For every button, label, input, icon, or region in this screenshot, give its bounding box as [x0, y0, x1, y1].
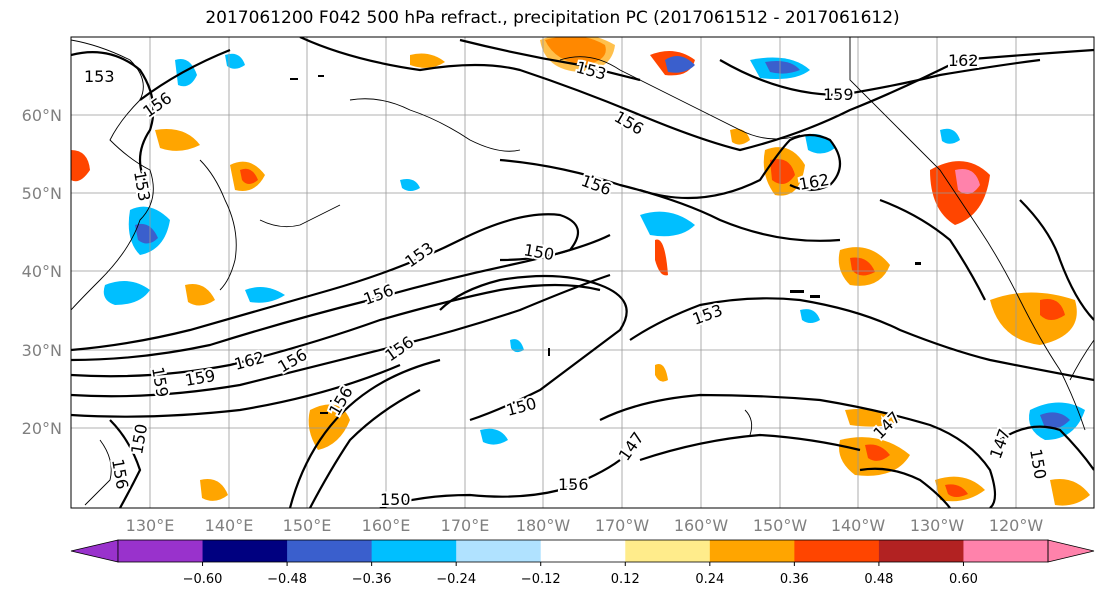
colorbar-segment	[287, 540, 373, 562]
colorbar	[70, 539, 1095, 563]
lat-label: 20°N	[22, 419, 62, 438]
lon-label: 130°E	[126, 516, 175, 535]
colorbar-segment	[371, 540, 457, 562]
map-frame	[70, 36, 1095, 509]
lon-label: 160°W	[674, 516, 729, 535]
colorbar-extend-high	[1047, 539, 1095, 563]
lon-label: 160°E	[362, 516, 411, 535]
colorbar-segment	[878, 540, 964, 562]
colorbar-extend-low	[70, 539, 119, 563]
map-gridlines	[71, 37, 1094, 508]
longitude-labels: 130°E 140°E 150°E 160°E 170°E 180°W 170°…	[126, 516, 1044, 535]
colorbar-segment	[118, 540, 204, 562]
contour-label: 153	[84, 67, 115, 86]
precip-fills	[71, 37, 1090, 506]
colorbar-segment	[202, 540, 288, 562]
map-title: 2017061200 F042 500 hPa refract., precip…	[205, 8, 900, 28]
lat-label: 30°N	[22, 341, 62, 360]
colorbar-segment	[963, 540, 1049, 562]
colorbar-outline	[117, 539, 1049, 563]
colorbar-tick-label: −0.24	[436, 572, 476, 587]
lon-label: 120°W	[989, 516, 1044, 535]
colorbar-tick-label: −0.48	[267, 572, 307, 587]
lon-label: 150°E	[283, 516, 332, 535]
colorbar-tick-labels: −0.60 −0.48 −0.36 −0.24 −0.12 0.12 0.24 0.36 0.4…	[183, 562, 978, 587]
colorbar-tick-label: −0.60	[183, 572, 223, 587]
colorbar-segment	[794, 540, 880, 562]
lat-label: 60°N	[22, 106, 62, 125]
lon-label: 150°W	[753, 516, 808, 535]
lon-label: 170°W	[595, 516, 650, 535]
contour-label: 150	[380, 490, 411, 509]
colorbar-tick-label: 0.60	[949, 572, 978, 587]
colorbar-tick-label: 0.48	[864, 572, 893, 587]
lon-label: 140°W	[831, 516, 886, 535]
map-area	[71, 37, 1094, 508]
colorbar-tick-label: −0.36	[352, 572, 392, 587]
colorbar-segment	[625, 540, 711, 562]
colorbar-tick-label: −0.12	[521, 572, 561, 587]
contour-label: 159	[823, 85, 854, 104]
colorbar-segment	[709, 540, 795, 562]
contour-label: 156	[558, 475, 589, 494]
colorbar-tick-label: 0.12	[611, 572, 640, 587]
colorbar-tick-label: 0.24	[695, 572, 724, 587]
lat-label: 50°N	[22, 184, 62, 203]
lon-label: 170°E	[441, 516, 490, 535]
refractivity-contours	[71, 37, 1094, 508]
colorbar-tick-label: 0.36	[780, 572, 809, 587]
contour-label: 162	[948, 51, 979, 70]
lon-label: 180°W	[516, 516, 571, 535]
colorbar-segment	[540, 540, 626, 562]
latitude-labels: 60°N 50°N 40°N 30°N 20°N	[22, 106, 62, 438]
colorbar-segment	[456, 540, 542, 562]
island-marks	[290, 75, 921, 414]
lon-label: 130°W	[910, 516, 965, 535]
lat-label: 40°N	[22, 262, 62, 281]
lon-label: 140°E	[205, 516, 254, 535]
